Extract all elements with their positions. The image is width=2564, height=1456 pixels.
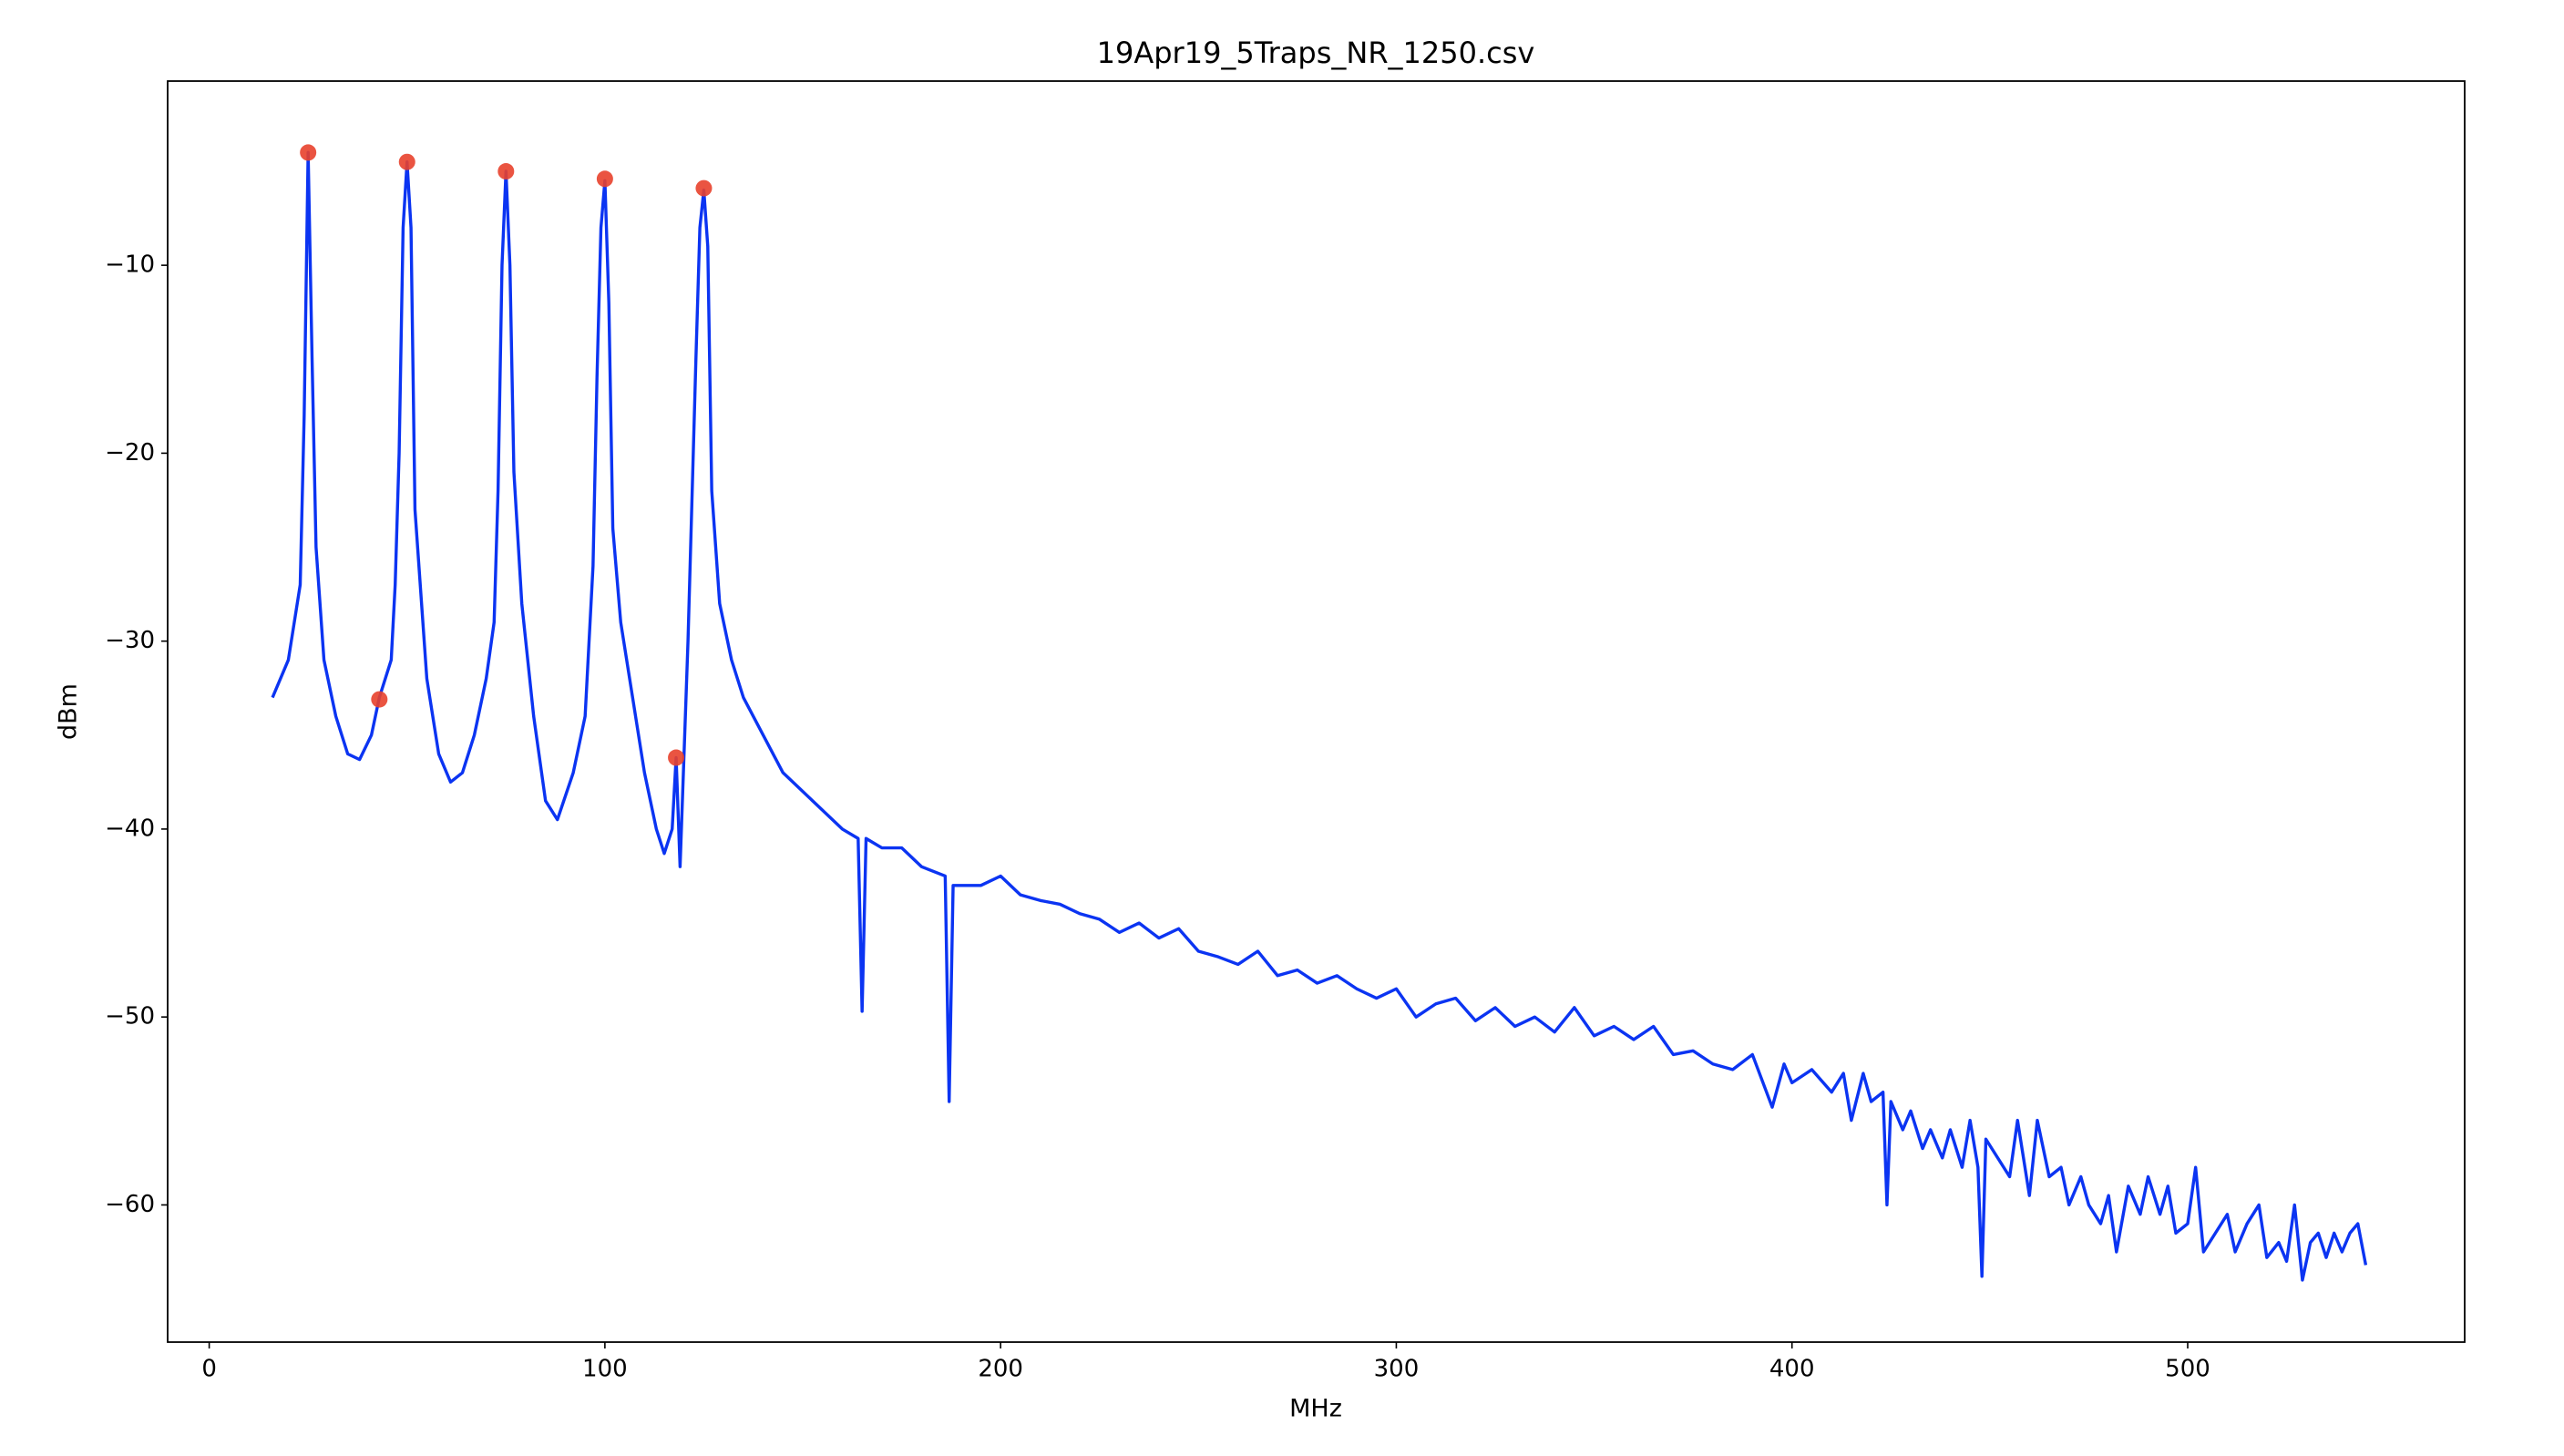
peak-marker xyxy=(497,163,515,180)
chart-title: 19Apr19_5Traps_NR_1250.csv xyxy=(1097,36,1535,70)
peak-marker xyxy=(668,749,685,766)
x-tick-label: 200 xyxy=(978,1356,1023,1383)
y-tick-label: −20 xyxy=(105,439,155,467)
y-tick-label: −60 xyxy=(105,1191,155,1218)
plot-frame xyxy=(167,80,2466,1343)
y-axis-label: dBm xyxy=(55,683,83,740)
x-tick-label: 400 xyxy=(1769,1356,1815,1383)
peak-marker xyxy=(371,691,388,708)
x-tick-label: 300 xyxy=(1374,1356,1420,1383)
data-line xyxy=(271,150,2368,1282)
x-axis-label: MHz xyxy=(1289,1395,1342,1423)
peak-marker xyxy=(695,179,713,197)
y-tick-label: −30 xyxy=(105,627,155,654)
peak-marker xyxy=(596,170,613,188)
x-tick-label: 500 xyxy=(2165,1356,2210,1383)
x-tick-label: 0 xyxy=(201,1356,217,1383)
peak-marker xyxy=(398,153,415,170)
y-tick-label: −40 xyxy=(105,815,155,842)
x-tick-label: 100 xyxy=(582,1356,628,1383)
y-tick-label: −10 xyxy=(105,251,155,279)
peak-marker xyxy=(300,144,317,161)
y-tick-label: −50 xyxy=(105,1003,155,1030)
